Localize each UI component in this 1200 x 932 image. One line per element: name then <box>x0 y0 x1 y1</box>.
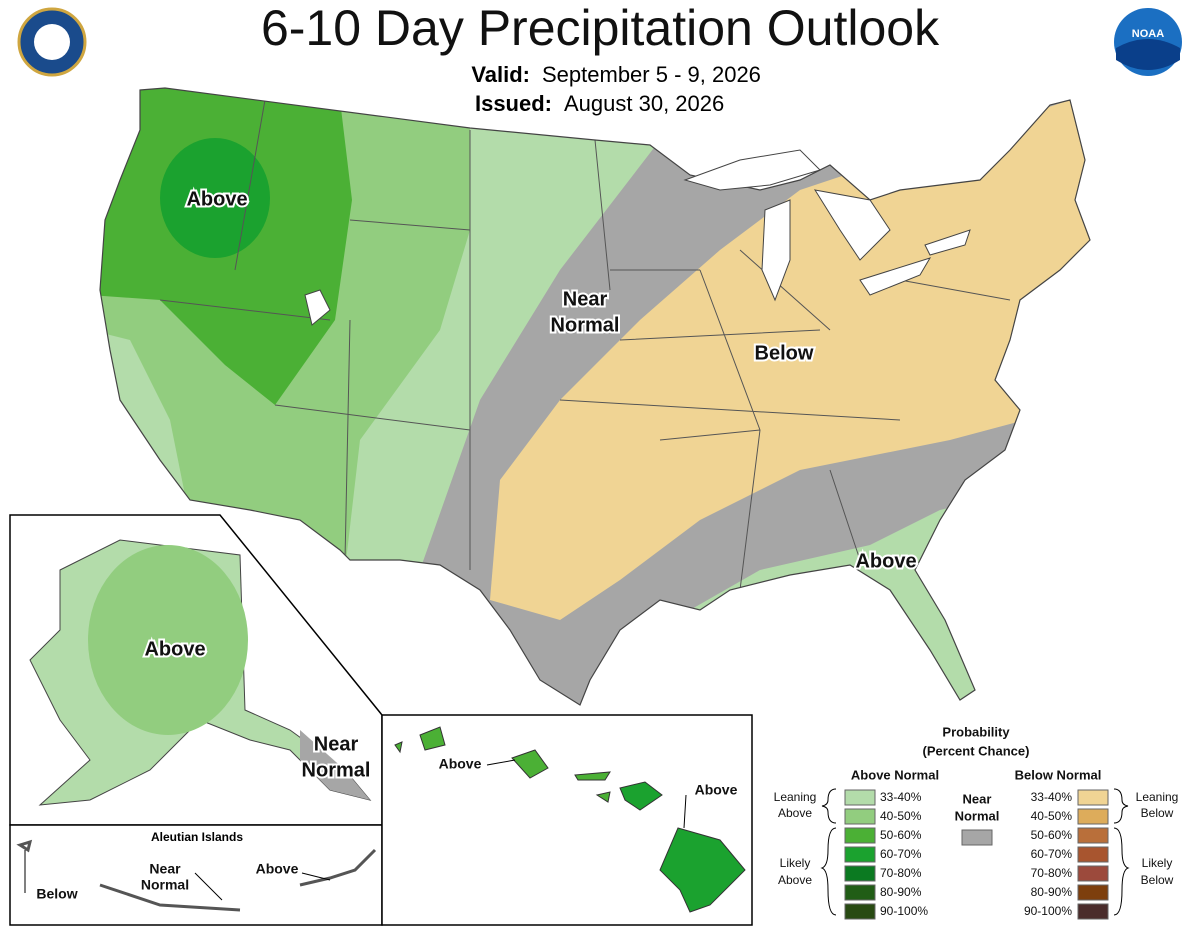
legend-leaning: Leaning <box>774 790 817 804</box>
label-above-southeast: Above <box>855 550 916 572</box>
alaska-near-area <box>300 730 370 800</box>
legend-normal: Normal <box>955 808 1000 823</box>
aleutians-label-below: Below <box>36 886 77 902</box>
alaska-label-normal: Normal <box>302 759 371 781</box>
legend-above-swatch <box>844 827 876 844</box>
noaa-logo-wave <box>1116 39 1180 70</box>
issued-label: Issued: <box>475 91 552 116</box>
legend-leaning-above: Above <box>778 806 812 820</box>
legend-near: Near <box>963 791 992 806</box>
legend-below-swatch <box>1077 808 1109 825</box>
legend-above-label: 50-60% <box>880 828 922 842</box>
legend-below-swatch <box>1077 827 1109 844</box>
legend-above-swatch <box>844 884 876 901</box>
label-normal: Normal <box>551 314 620 336</box>
valid-label: Valid: <box>471 62 530 87</box>
legend-leaning: Leaning <box>1136 790 1179 804</box>
legend-subtitle: (Percent Chance) <box>923 743 1030 758</box>
label-below: Below <box>755 342 814 364</box>
legend-below-swatch <box>1077 884 1109 901</box>
hawaii-label-above-west: Above <box>439 756 482 772</box>
legend-below-label: 40-50% <box>1031 809 1073 823</box>
below-area <box>490 90 1090 620</box>
legend-below-label: 70-80% <box>1031 866 1073 880</box>
legend: Probability (Percent Chance) Above Norma… <box>774 724 1179 920</box>
hawaii-pointers <box>486 759 687 829</box>
legend-above-swatch <box>844 903 876 920</box>
label-near: Near <box>563 288 608 310</box>
valid-date: September 5 - 9, 2026 <box>542 62 761 87</box>
great-lakes <box>304 149 971 326</box>
legend-near-swatch <box>961 829 993 846</box>
legend-below-swatch <box>1077 846 1109 863</box>
aleutians-title: Aleutian Islands <box>151 830 243 844</box>
alaska-label-near: Near <box>314 733 359 755</box>
legend-above-label: 80-90% <box>880 885 922 899</box>
legend-below-label: 50-60% <box>1031 828 1073 842</box>
legend-below-label: 80-90% <box>1031 885 1073 899</box>
legend-above-swatch <box>844 808 876 825</box>
legend-above-swatch <box>844 789 876 806</box>
legend-likely: Likely <box>780 856 811 870</box>
legend-above-label: 90-100% <box>880 904 928 918</box>
label-above-west: Above <box>186 188 247 210</box>
legend-above-swatch <box>844 846 876 863</box>
legend-below-label: 60-70% <box>1031 847 1073 861</box>
legend-above-label: 33-40% <box>880 790 922 804</box>
aleutians-label-normal: Normal <box>141 877 189 893</box>
aleutian-islands <box>16 839 377 912</box>
legend-above-label: 40-50% <box>880 809 922 823</box>
hawaii-label-above-east: Above <box>695 782 738 798</box>
legend-above-label: 70-80% <box>880 866 922 880</box>
aleutians-label-near: Near <box>149 861 181 877</box>
legend-below-label: 90-100% <box>1024 904 1072 918</box>
hawaii-islands <box>394 726 746 913</box>
title: 6-10 Day Precipitation Outlook <box>261 0 940 56</box>
issued-date: August 30, 2026 <box>564 91 724 116</box>
legend-below-swatch <box>1077 865 1109 882</box>
legend-below-swatch <box>1077 789 1109 806</box>
noaa-logo-text: NOAA <box>1132 28 1164 40</box>
legend-likely: Likely <box>1142 856 1173 870</box>
alaska-above-area <box>88 545 248 735</box>
legend-likely-above: Above <box>778 873 812 887</box>
legend-above-swatch <box>844 865 876 882</box>
aleutians-label-above: Above <box>256 861 299 877</box>
aleutian-pointers <box>24 850 331 901</box>
legend-above-label: 60-70% <box>880 847 922 861</box>
legend-below-heading: Below Normal <box>1015 767 1102 782</box>
commerce-seal-center <box>34 24 70 60</box>
legend-leaning-below: Below <box>1141 806 1174 820</box>
legend-likely-below: Below <box>1141 873 1174 887</box>
legend-title: Probability <box>942 724 1010 739</box>
legend-braces <box>820 788 1130 916</box>
legend-above-heading: Above Normal <box>851 767 939 782</box>
alaska-label-above: Above <box>144 638 205 660</box>
conus-outline <box>99 87 1091 706</box>
legend-below-swatch <box>1077 903 1109 920</box>
legend-below-label: 33-40% <box>1031 790 1073 804</box>
